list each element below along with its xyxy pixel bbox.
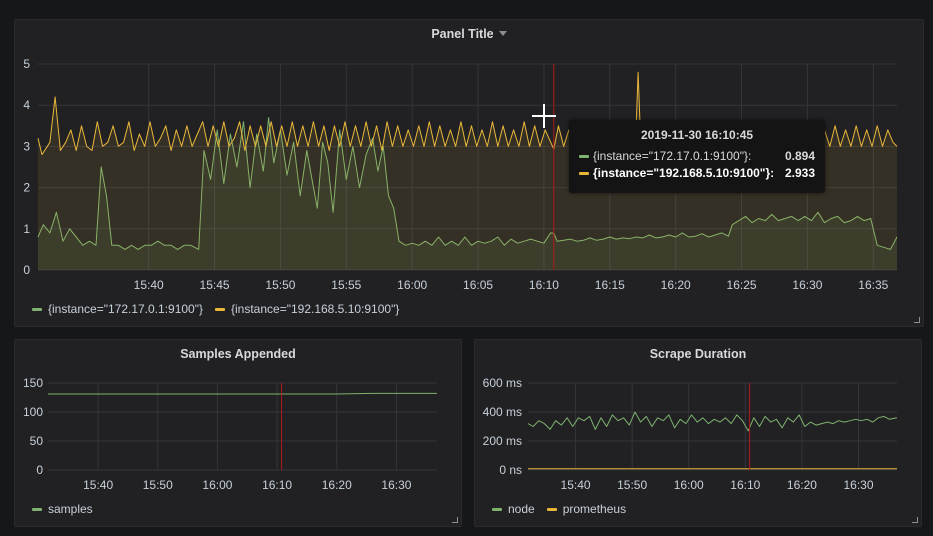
y-tick-label: 0 ns (499, 463, 522, 477)
y-tick-label: 400 ms (483, 405, 522, 419)
legend-label[interactable]: {instance="192.168.5.10:9100"} (231, 302, 400, 316)
x-tick-label: 16:00 (674, 478, 704, 492)
x-tick-label: 16:10 (529, 278, 559, 292)
x-tick-label: 16:00 (202, 478, 232, 492)
resize-handle-icon[interactable] (452, 517, 458, 523)
crosshair-cursor-icon (532, 104, 556, 128)
y-tick-label: 0 (36, 463, 43, 477)
x-tick-label: 16:00 (397, 278, 427, 292)
y-tick-label: 50 (30, 434, 44, 448)
y-tick-label: 4 (23, 98, 30, 112)
x-tick-label: 16:20 (787, 478, 817, 492)
x-tick-label: 15:40 (134, 278, 164, 292)
legend-swatch (546, 507, 557, 511)
scrape-panel-title[interactable]: Scrape Duration (649, 347, 747, 361)
legend-swatch (215, 307, 225, 311)
x-tick-label: 16:30 (843, 478, 873, 492)
x-tick-label: 16:35 (858, 278, 888, 292)
x-tick-label: 15:45 (200, 278, 230, 292)
hover-tooltip: 2019-11-30 16:10:45 {instance="172.17.0.… (569, 120, 825, 193)
series-area-fill (38, 72, 897, 270)
x-tick-label: 16:30 (381, 478, 411, 492)
x-tick-label: 16:20 (661, 278, 691, 292)
y-tick-label: 100 (23, 405, 43, 419)
x-tick-label: 16:30 (792, 278, 822, 292)
resize-handle-icon[interactable] (912, 517, 918, 523)
series-area-fill (38, 117, 897, 270)
y-tick-label: 150 (23, 376, 43, 390)
tooltip-row-value: 0.894 (784, 149, 815, 163)
y-tick-label: 1 (23, 222, 30, 236)
legend-item-series-2[interactable]: {instance="192.168.5.10:9100"} (215, 302, 399, 316)
tooltip-row-label: {instance="172.17.0.1:9100"}: (593, 149, 752, 163)
x-tick-label: 16:10 (730, 478, 760, 492)
panel-title-text[interactable]: Panel Title (431, 27, 494, 41)
x-tick-label: 16:05 (463, 278, 493, 292)
y-tick-label: 3 (23, 139, 30, 153)
y-tick-label: 600 ms (483, 376, 522, 390)
legend-swatch (32, 507, 42, 511)
tooltip-row-label: {instance="192.168.5.10:9100"}: (593, 166, 775, 180)
tooltip-time: 2019-11-30 16:10:45 (640, 128, 754, 142)
x-tick-label: 16:20 (322, 478, 352, 492)
y-tick-label: 0 (23, 263, 30, 277)
y-tick-label: 2 (23, 181, 30, 195)
legend-item-series-1[interactable]: {instance="172.17.0.1:9100"} (32, 302, 203, 316)
legend-swatch (492, 507, 502, 511)
tooltip-swatch (579, 172, 589, 175)
legend-item-node[interactable]: node (492, 502, 535, 516)
main-legend: {instance="172.17.0.1:9100"} {instance="… (32, 302, 399, 316)
x-tick-label: 16:15 (595, 278, 625, 292)
series-line (527, 411, 898, 432)
x-tick-label: 15:50 (143, 478, 173, 492)
legend-label[interactable]: {instance="172.17.0.1:9100"} (48, 302, 203, 316)
legend-label[interactable]: node (508, 502, 535, 516)
tooltip-row: {instance="172.17.0.1:9100"}: 0.894 (579, 148, 815, 165)
panel-title[interactable]: Panel Title (15, 20, 923, 48)
legend-item-samples[interactable]: samples (32, 502, 93, 516)
resize-handle-icon[interactable] (914, 317, 920, 323)
samples-panel-title[interactable]: Samples Appended (180, 347, 296, 361)
samples-legend: samples (32, 502, 93, 516)
tooltip-swatch (579, 155, 589, 158)
scrape-panel: Scrape Duration (474, 339, 922, 527)
legend-item-prometheus[interactable]: prometheus (546, 502, 627, 516)
legend-label[interactable]: samples (48, 502, 93, 516)
x-tick-label: 15:55 (331, 278, 361, 292)
series-line (48, 392, 437, 395)
tooltip-row: {instance="192.168.5.10:9100"}: 2.933 (579, 165, 815, 182)
x-tick-label: 15:40 (83, 478, 113, 492)
x-tick-label: 15:40 (561, 478, 591, 492)
tooltip-row-value: 2.933 (784, 166, 815, 180)
caret-down-icon[interactable] (498, 31, 507, 36)
legend-swatch (32, 307, 42, 311)
y-tick-label: 5 (23, 57, 30, 71)
scrape-legend: node prometheus (492, 502, 626, 516)
x-tick-label: 16:25 (727, 278, 757, 292)
x-tick-label: 16:10 (262, 478, 292, 492)
x-tick-label: 15:50 (617, 478, 647, 492)
x-tick-label: 15:50 (265, 278, 295, 292)
legend-label[interactable]: prometheus (562, 502, 627, 516)
y-tick-label: 200 ms (483, 434, 522, 448)
samples-panel: Samples Appended (14, 339, 462, 527)
series-line (37, 117, 898, 250)
